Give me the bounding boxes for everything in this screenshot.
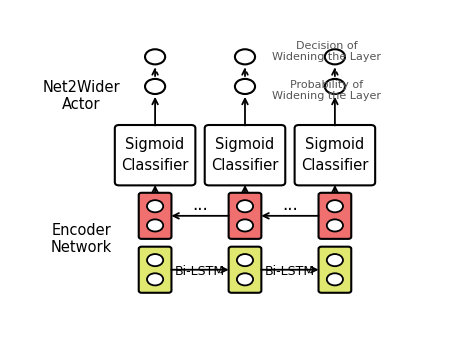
FancyBboxPatch shape (294, 125, 375, 186)
Text: ...: ... (282, 196, 297, 214)
Text: Sigmoid
Classifier: Sigmoid Classifier (121, 137, 188, 173)
Circle shape (326, 200, 342, 212)
FancyBboxPatch shape (138, 247, 171, 293)
Text: ...: ... (192, 196, 207, 214)
FancyBboxPatch shape (138, 193, 171, 239)
Text: Probability of
Widening the Layer: Probability of Widening the Layer (271, 80, 380, 101)
Circle shape (326, 254, 342, 266)
FancyBboxPatch shape (204, 125, 285, 186)
Text: Sigmoid
Classifier: Sigmoid Classifier (211, 137, 278, 173)
FancyBboxPatch shape (114, 125, 195, 186)
Circle shape (145, 49, 165, 64)
Circle shape (234, 49, 255, 64)
Circle shape (234, 79, 255, 94)
Circle shape (147, 219, 163, 231)
Circle shape (147, 273, 163, 285)
Circle shape (324, 49, 344, 64)
Circle shape (237, 200, 252, 212)
Circle shape (237, 273, 252, 285)
Circle shape (326, 273, 342, 285)
FancyBboxPatch shape (318, 247, 350, 293)
Circle shape (145, 79, 165, 94)
Text: Sigmoid
Classifier: Sigmoid Classifier (300, 137, 368, 173)
Text: Decision of
Widening the Layer: Decision of Widening the Layer (271, 41, 380, 62)
Text: Encoder
Network: Encoder Network (50, 223, 112, 255)
Text: Bi-LSTM: Bi-LSTM (264, 265, 314, 278)
Circle shape (237, 219, 252, 231)
Circle shape (147, 254, 163, 266)
FancyBboxPatch shape (228, 193, 261, 239)
Circle shape (326, 219, 342, 231)
Circle shape (324, 79, 344, 94)
Text: Bi-LSTM: Bi-LSTM (175, 265, 225, 278)
FancyBboxPatch shape (228, 247, 261, 293)
FancyBboxPatch shape (318, 193, 350, 239)
Circle shape (237, 254, 252, 266)
Circle shape (147, 200, 163, 212)
Text: Net2Wider
Actor: Net2Wider Actor (43, 80, 120, 112)
